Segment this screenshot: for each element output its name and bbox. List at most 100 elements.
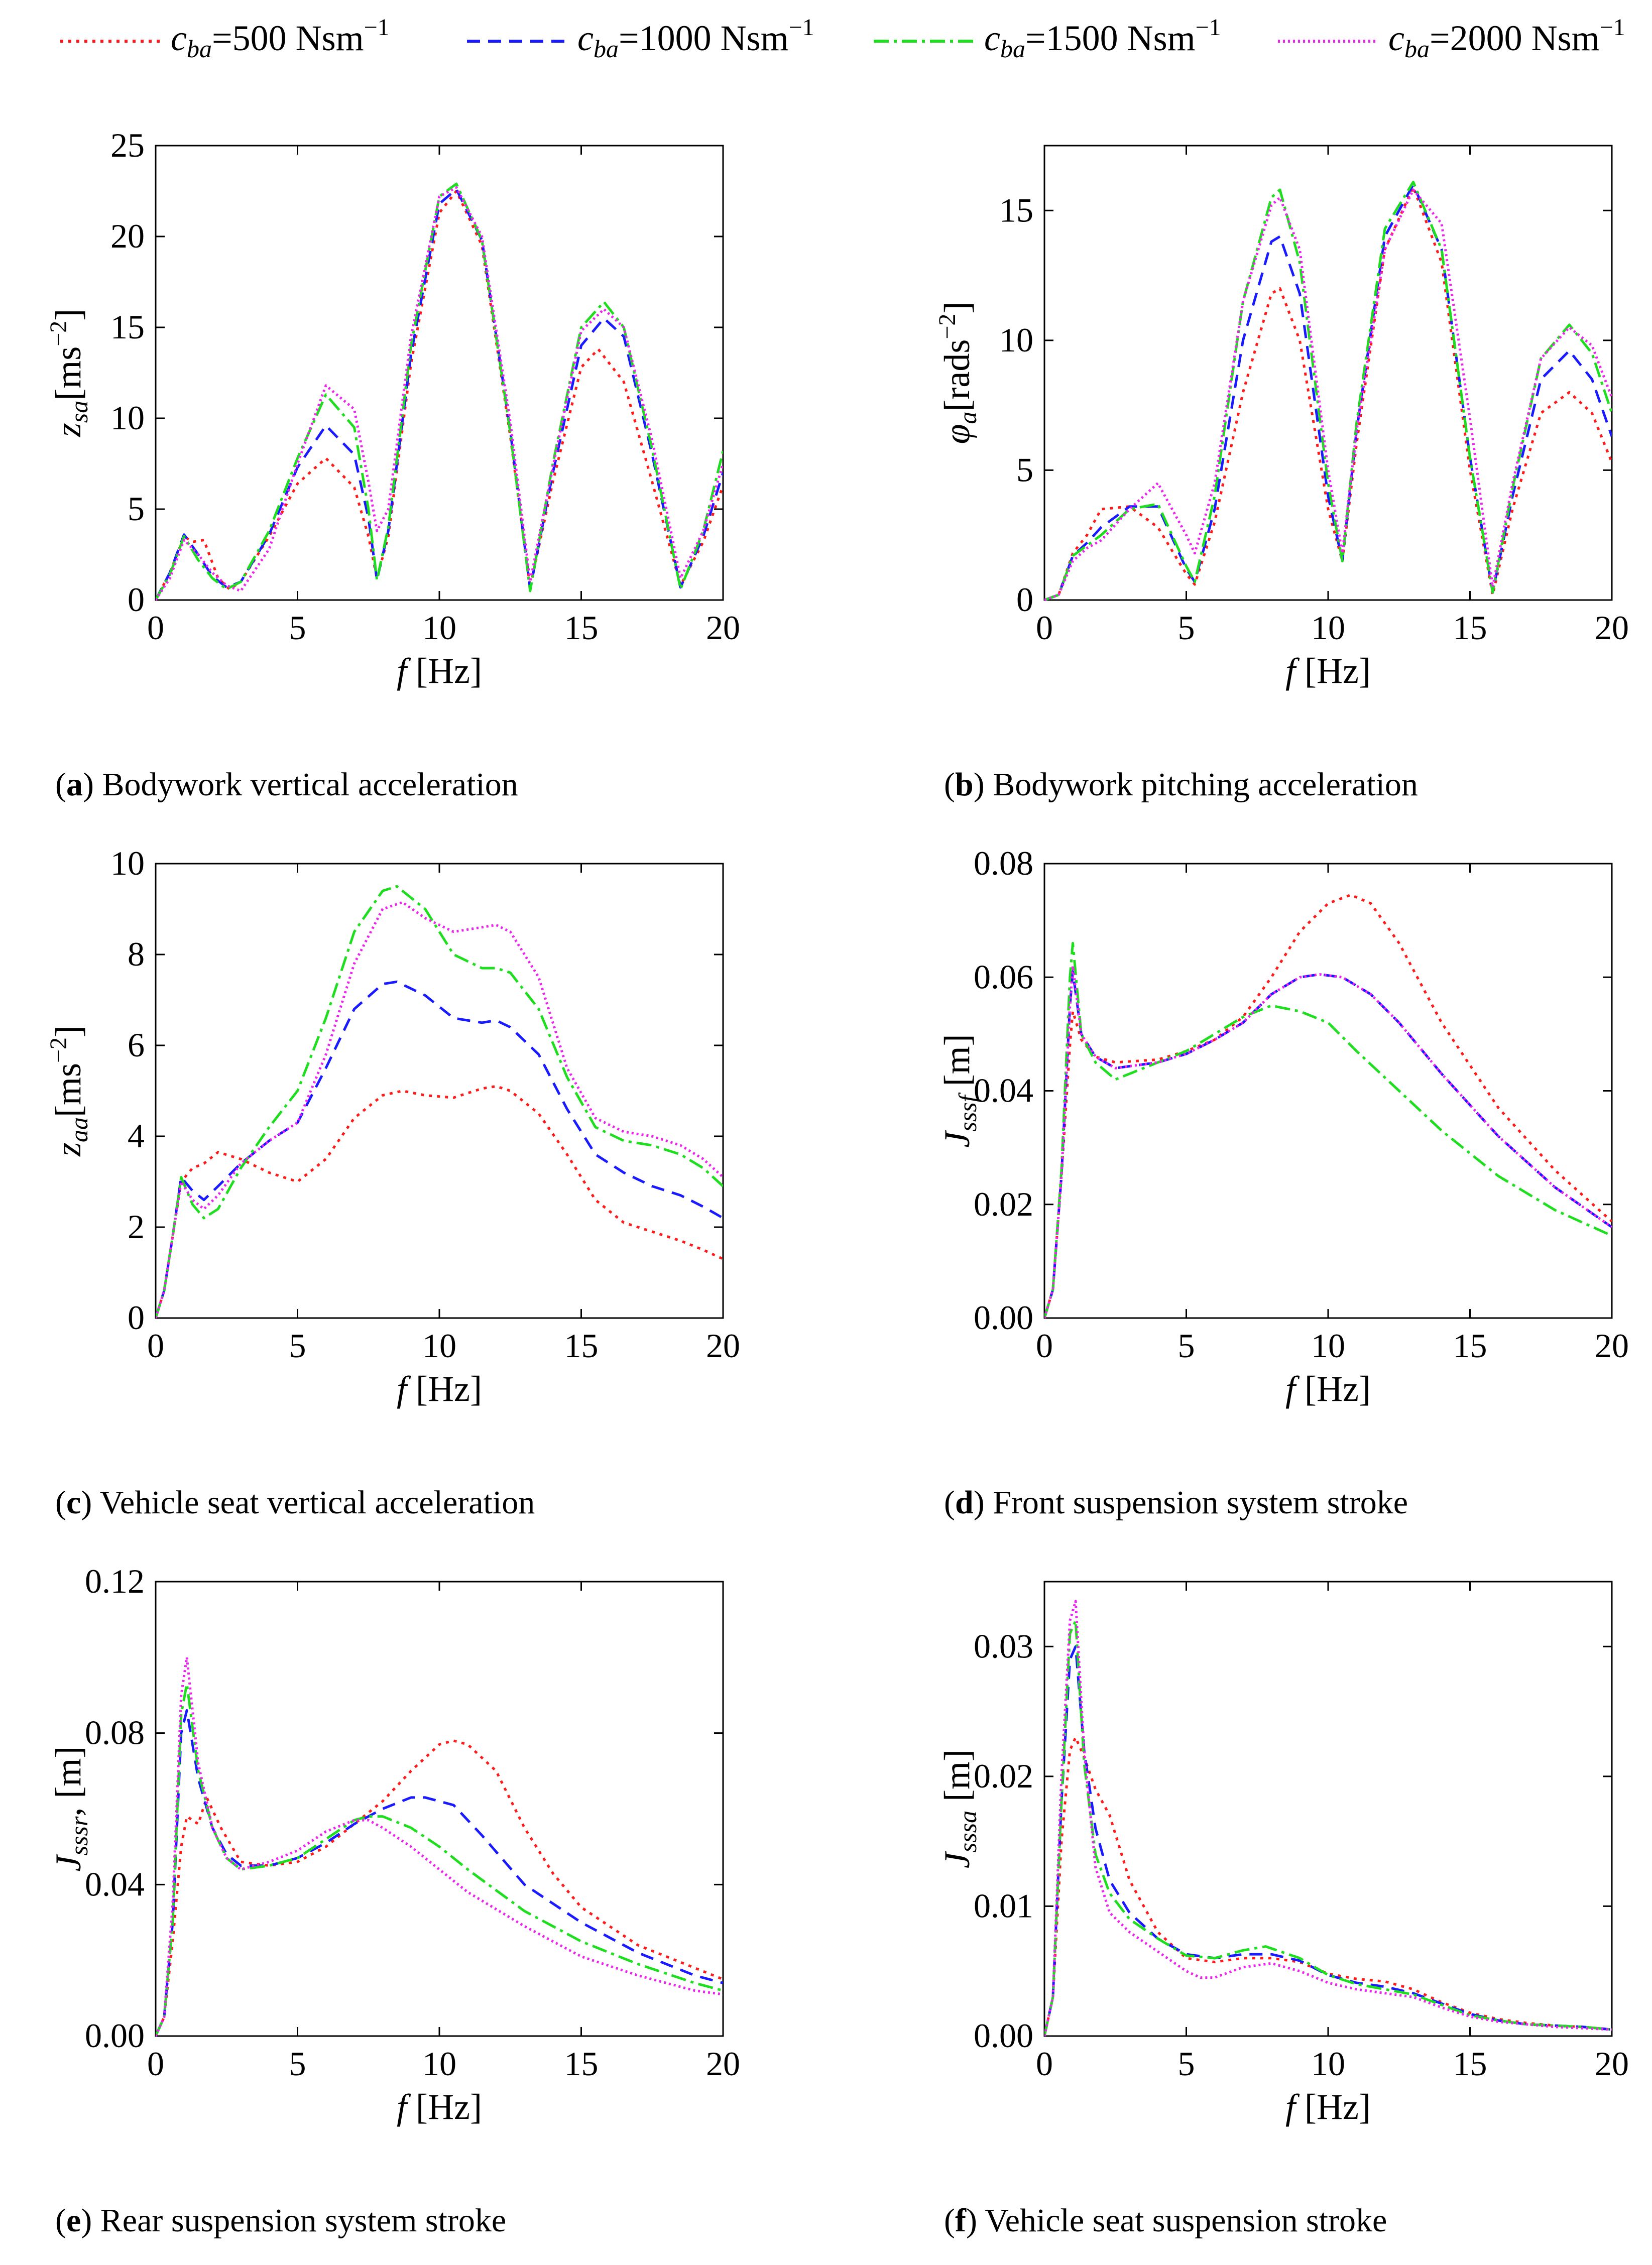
caption-a-text: Bodywork vertical acceleration (93, 766, 518, 803)
x-tick-label: 15 (1453, 609, 1487, 647)
series-line-1 (1044, 970, 1612, 1319)
caption-b-letter: b (955, 766, 974, 803)
y-tick-label: 0.08 (974, 844, 1033, 882)
caption-d: (d) Front suspension system stroke (944, 1484, 1408, 1521)
series-line-1 (156, 980, 723, 1319)
series-line-0 (156, 1085, 723, 1319)
y-tick-label: 0.04 (974, 1071, 1033, 1110)
y-tick-label: 6 (128, 1026, 145, 1064)
series-line-2 (156, 1683, 723, 2037)
caption-f-text: Vehicle seat suspension stroke (977, 2202, 1387, 2239)
panel-f: 0 5 10 15 20 0.00 0.01 0.02 0.03 f [Hz] Jsssa [m] (937, 1581, 1652, 2219)
x-tick-label: 0 (147, 609, 164, 647)
series-line-3 (1044, 1600, 1612, 2037)
series-line-3 (156, 186, 723, 601)
panel-c: 0 5 10 15 20 0 2 4 6 8 10 f [Hz] zaa[ms−2] (45, 844, 803, 1501)
x-tick-label: 10 (1311, 1327, 1345, 1365)
x-tick-label: 10 (1311, 2045, 1345, 2083)
plot-frame (155, 145, 724, 601)
caption-d-text: Front suspension system stroke (984, 1484, 1408, 1521)
x-tick-label: 0 (147, 2045, 164, 2083)
legend-item-2: cba=1500 Nsm−1 (874, 14, 1221, 63)
y-tick-label: 4 (128, 1117, 145, 1155)
chart-c: 0 5 10 15 20 0 2 4 6 8 10 f [Hz] zaa[ms−2] (45, 844, 740, 1409)
caption-b-text: Bodywork pitching acceleration (984, 766, 1418, 803)
panel-d: 0 5 10 15 20 0.00 0.02 0.04 0.06 0.08 f [Hz] Jsssf … (937, 844, 1652, 1501)
x-tick-label: 20 (706, 2045, 740, 2083)
series-line-0 (156, 190, 723, 601)
plot-frame (1043, 1581, 1613, 2037)
series-line-3 (1044, 188, 1612, 601)
y-tick-label: 0.00 (85, 2016, 145, 2055)
x-tick-label: 5 (1178, 2045, 1195, 2083)
y-axis-label: Jsssa [m] (937, 1749, 982, 1868)
y-axis-label: φa[rads−2] (934, 302, 982, 444)
x-tick-label: 10 (422, 609, 456, 647)
plot-frame (155, 1581, 724, 2037)
x-tick-label: 5 (289, 1327, 306, 1365)
x-tick-label: 10 (1311, 609, 1345, 647)
series-line-0 (156, 1739, 723, 2037)
x-tick-label: 0 (1036, 609, 1053, 647)
caption-d-letter: d (955, 1484, 974, 1521)
x-tick-label: 5 (289, 2045, 306, 2083)
x-axis-label: f [Hz] (1285, 1369, 1371, 1409)
series-line-2 (1044, 1619, 1612, 2037)
x-tick-label: 20 (706, 1327, 740, 1365)
y-tick-label: 0.02 (974, 1185, 1033, 1223)
y-tick-label: 0 (1016, 580, 1033, 619)
caption-f-letter: f (955, 2202, 966, 2239)
series-line-2 (156, 182, 723, 601)
y-tick-label: 0.01 (974, 1886, 1033, 1925)
x-tick-label: 10 (422, 1327, 456, 1365)
caption-c: (c) Vehicle seat vertical acceleration (55, 1484, 535, 1521)
series-line-0 (1044, 1736, 1612, 2037)
legend-label-1: cba=1000 Nsm−1 (577, 14, 814, 63)
caption-c-text: Vehicle seat vertical acceleration (92, 1484, 535, 1521)
caption-e-text: Rear suspension system stroke (92, 2202, 507, 2239)
legend-label-0: cba=500 Nsm−1 (171, 14, 390, 63)
series-line-1 (156, 188, 723, 601)
x-tick-label: 5 (1178, 609, 1195, 647)
series-line-3 (156, 1656, 723, 2037)
y-tick-label: 10 (110, 399, 145, 437)
x-axis-label: f [Hz] (1285, 2087, 1371, 2127)
y-tick-label: 0.06 (974, 958, 1033, 996)
series-line-3 (1044, 965, 1612, 1319)
chart-a: 0 5 10 15 20 0 5 10 15 20 25 f [Hz] zsa[ms−2] (45, 126, 740, 691)
caption-a-letter: a (66, 766, 83, 803)
y-axis-label: Jsssf [m] (937, 1034, 982, 1147)
y-tick-label: 0.04 (85, 1865, 145, 1903)
x-axis-label: f [Hz] (1285, 651, 1371, 691)
y-tick-label: 0.12 (85, 1562, 145, 1600)
x-tick-label: 20 (706, 609, 740, 647)
x-axis-label: f [Hz] (397, 1369, 482, 1409)
panel-a: 0 5 10 15 20 0 5 10 15 20 25 f [Hz] zsa[ms−2] (45, 126, 803, 783)
series-line-3 (156, 901, 723, 1319)
y-tick-label: 0 (128, 580, 145, 619)
chart-e: 0 5 10 15 20 0.00 0.04 0.08 0.12 f [Hz] Jsssr, [m] (48, 1562, 740, 2127)
y-tick-label: 0.00 (974, 2016, 1033, 2055)
legend: cba=500 Nsm−1 cba=1000 Nsm−1 cba=1500 Nsm−… (0, 0, 1652, 65)
plot-frame (1043, 145, 1613, 601)
series-line-1 (1044, 183, 1612, 601)
x-tick-label: 10 (422, 2045, 456, 2083)
x-tick-label: 15 (1453, 1327, 1487, 1365)
x-tick-label: 5 (289, 609, 306, 647)
caption-f: (f) Vehicle seat suspension stroke (944, 2202, 1387, 2239)
caption-b: (b) Bodywork pitching acceleration (944, 766, 1418, 803)
y-tick-label: 8 (128, 935, 145, 973)
legend-item-1: cba=1000 Nsm−1 (467, 14, 814, 63)
x-tick-label: 15 (564, 1327, 599, 1365)
y-tick-label: 10 (999, 321, 1033, 359)
x-tick-label: 20 (1595, 609, 1629, 647)
y-tick-label: 10 (110, 844, 145, 882)
y-tick-label: 0 (128, 1298, 145, 1337)
legend-label-2: cba=1500 Nsm−1 (984, 14, 1221, 63)
x-tick-label: 20 (1595, 2045, 1629, 2083)
x-tick-label: 0 (1036, 1327, 1053, 1365)
x-tick-label: 20 (1595, 1327, 1629, 1365)
x-axis-label: f [Hz] (397, 2087, 482, 2127)
legend-label-3: cba=2000 Nsm−1 (1388, 14, 1625, 63)
series-line-0 (1044, 186, 1612, 601)
